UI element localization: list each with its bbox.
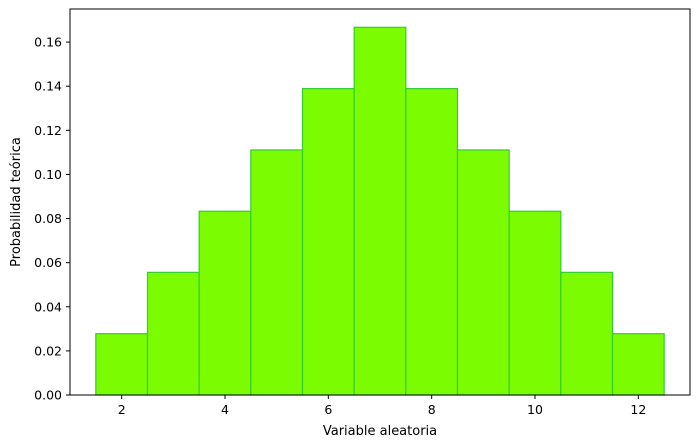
bar-10 <box>508 210 562 396</box>
y-axis-label: Probabilidad teórica <box>9 137 24 267</box>
y-tick-label: 0.10 <box>34 167 62 182</box>
bar-3 <box>146 271 200 396</box>
bars-group <box>95 26 665 396</box>
y-tick-label: 0.00 <box>34 388 62 403</box>
y-tick-label: 0.06 <box>34 255 62 270</box>
bar-12 <box>611 333 665 396</box>
x-tick-label: 12 <box>630 402 646 417</box>
bar-6 <box>301 88 355 396</box>
x-tick-label: 8 <box>428 402 436 417</box>
plot-frame <box>69 8 691 396</box>
x-tick-label: 4 <box>221 402 229 417</box>
bar-9 <box>456 149 510 396</box>
y-tick-label: 0.14 <box>34 79 62 94</box>
bar-7 <box>353 26 407 396</box>
bar-11 <box>560 271 614 396</box>
y-tick-label: 0.12 <box>34 123 62 138</box>
bar-8 <box>405 88 459 396</box>
bar-5 <box>250 149 304 396</box>
x-tick-label: 10 <box>527 402 543 417</box>
bar-4 <box>198 210 252 396</box>
x-axis-ticks: 2 4 6 8 10 12 <box>118 395 646 417</box>
y-axis-ticks: 0.00 0.02 0.04 0.06 0.08 0.10 0.12 0.14 0.16 <box>34 35 70 403</box>
x-tick-label: 2 <box>118 402 126 417</box>
bar-2 <box>95 333 149 396</box>
y-tick-label: 0.08 <box>34 211 62 226</box>
x-tick-label: 6 <box>324 402 332 417</box>
x-axis-label: Variable aleatoria <box>323 424 437 439</box>
y-tick-label: 0.04 <box>34 299 62 314</box>
y-tick-label: 0.02 <box>34 343 62 358</box>
y-tick-label: 0.16 <box>34 35 62 50</box>
